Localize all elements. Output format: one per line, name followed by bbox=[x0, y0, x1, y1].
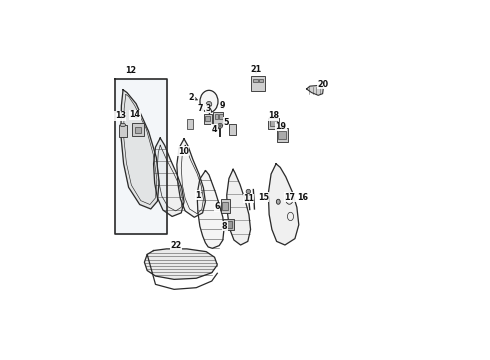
Bar bbox=[132, 123, 144, 136]
Text: 4: 4 bbox=[212, 125, 217, 134]
Bar bbox=[224, 221, 232, 228]
Polygon shape bbox=[153, 138, 184, 216]
Circle shape bbox=[219, 125, 221, 127]
Bar bbox=[223, 219, 235, 230]
Polygon shape bbox=[121, 90, 159, 209]
Polygon shape bbox=[227, 169, 250, 245]
Bar bbox=[215, 114, 219, 119]
Bar bbox=[251, 76, 265, 91]
Text: 14: 14 bbox=[129, 110, 140, 119]
Text: 13: 13 bbox=[115, 111, 126, 120]
Polygon shape bbox=[307, 85, 323, 95]
Bar bbox=[222, 202, 228, 210]
Bar bbox=[119, 125, 127, 136]
Text: 10: 10 bbox=[178, 147, 189, 156]
Bar bbox=[229, 124, 236, 135]
Polygon shape bbox=[269, 164, 299, 245]
Text: 6: 6 bbox=[215, 202, 220, 211]
Ellipse shape bbox=[200, 90, 218, 112]
Text: 18: 18 bbox=[268, 111, 279, 120]
Text: 2: 2 bbox=[189, 93, 195, 102]
Polygon shape bbox=[145, 249, 217, 279]
Text: 5: 5 bbox=[223, 118, 229, 127]
Text: 3: 3 bbox=[205, 104, 211, 113]
Polygon shape bbox=[115, 79, 167, 234]
Bar bbox=[135, 127, 141, 133]
Bar bbox=[259, 79, 263, 82]
Circle shape bbox=[218, 123, 222, 128]
Text: 20: 20 bbox=[318, 80, 329, 89]
Bar bbox=[253, 79, 258, 82]
Text: 7: 7 bbox=[198, 104, 203, 113]
Text: 19: 19 bbox=[275, 122, 287, 131]
Text: 1: 1 bbox=[195, 190, 200, 199]
Circle shape bbox=[206, 102, 212, 107]
Bar bbox=[220, 199, 230, 213]
Bar bbox=[204, 114, 212, 125]
Text: 15: 15 bbox=[258, 193, 269, 202]
Ellipse shape bbox=[120, 123, 125, 127]
Bar bbox=[213, 112, 223, 125]
Text: 8: 8 bbox=[222, 222, 227, 231]
Ellipse shape bbox=[276, 199, 280, 204]
Polygon shape bbox=[177, 139, 205, 217]
Text: 9: 9 bbox=[219, 101, 225, 110]
Bar bbox=[269, 118, 279, 129]
Text: 17: 17 bbox=[284, 193, 295, 202]
Bar bbox=[278, 131, 286, 139]
Text: 22: 22 bbox=[170, 240, 181, 249]
Text: 16: 16 bbox=[297, 193, 308, 202]
Circle shape bbox=[246, 189, 250, 194]
Text: 21: 21 bbox=[250, 65, 262, 74]
Text: 11: 11 bbox=[243, 194, 254, 203]
Polygon shape bbox=[197, 171, 224, 248]
Bar bbox=[270, 120, 277, 126]
Bar bbox=[187, 118, 193, 129]
Bar bbox=[277, 128, 288, 141]
Bar bbox=[219, 114, 222, 119]
Bar bbox=[205, 116, 210, 121]
Text: 12: 12 bbox=[125, 66, 136, 75]
